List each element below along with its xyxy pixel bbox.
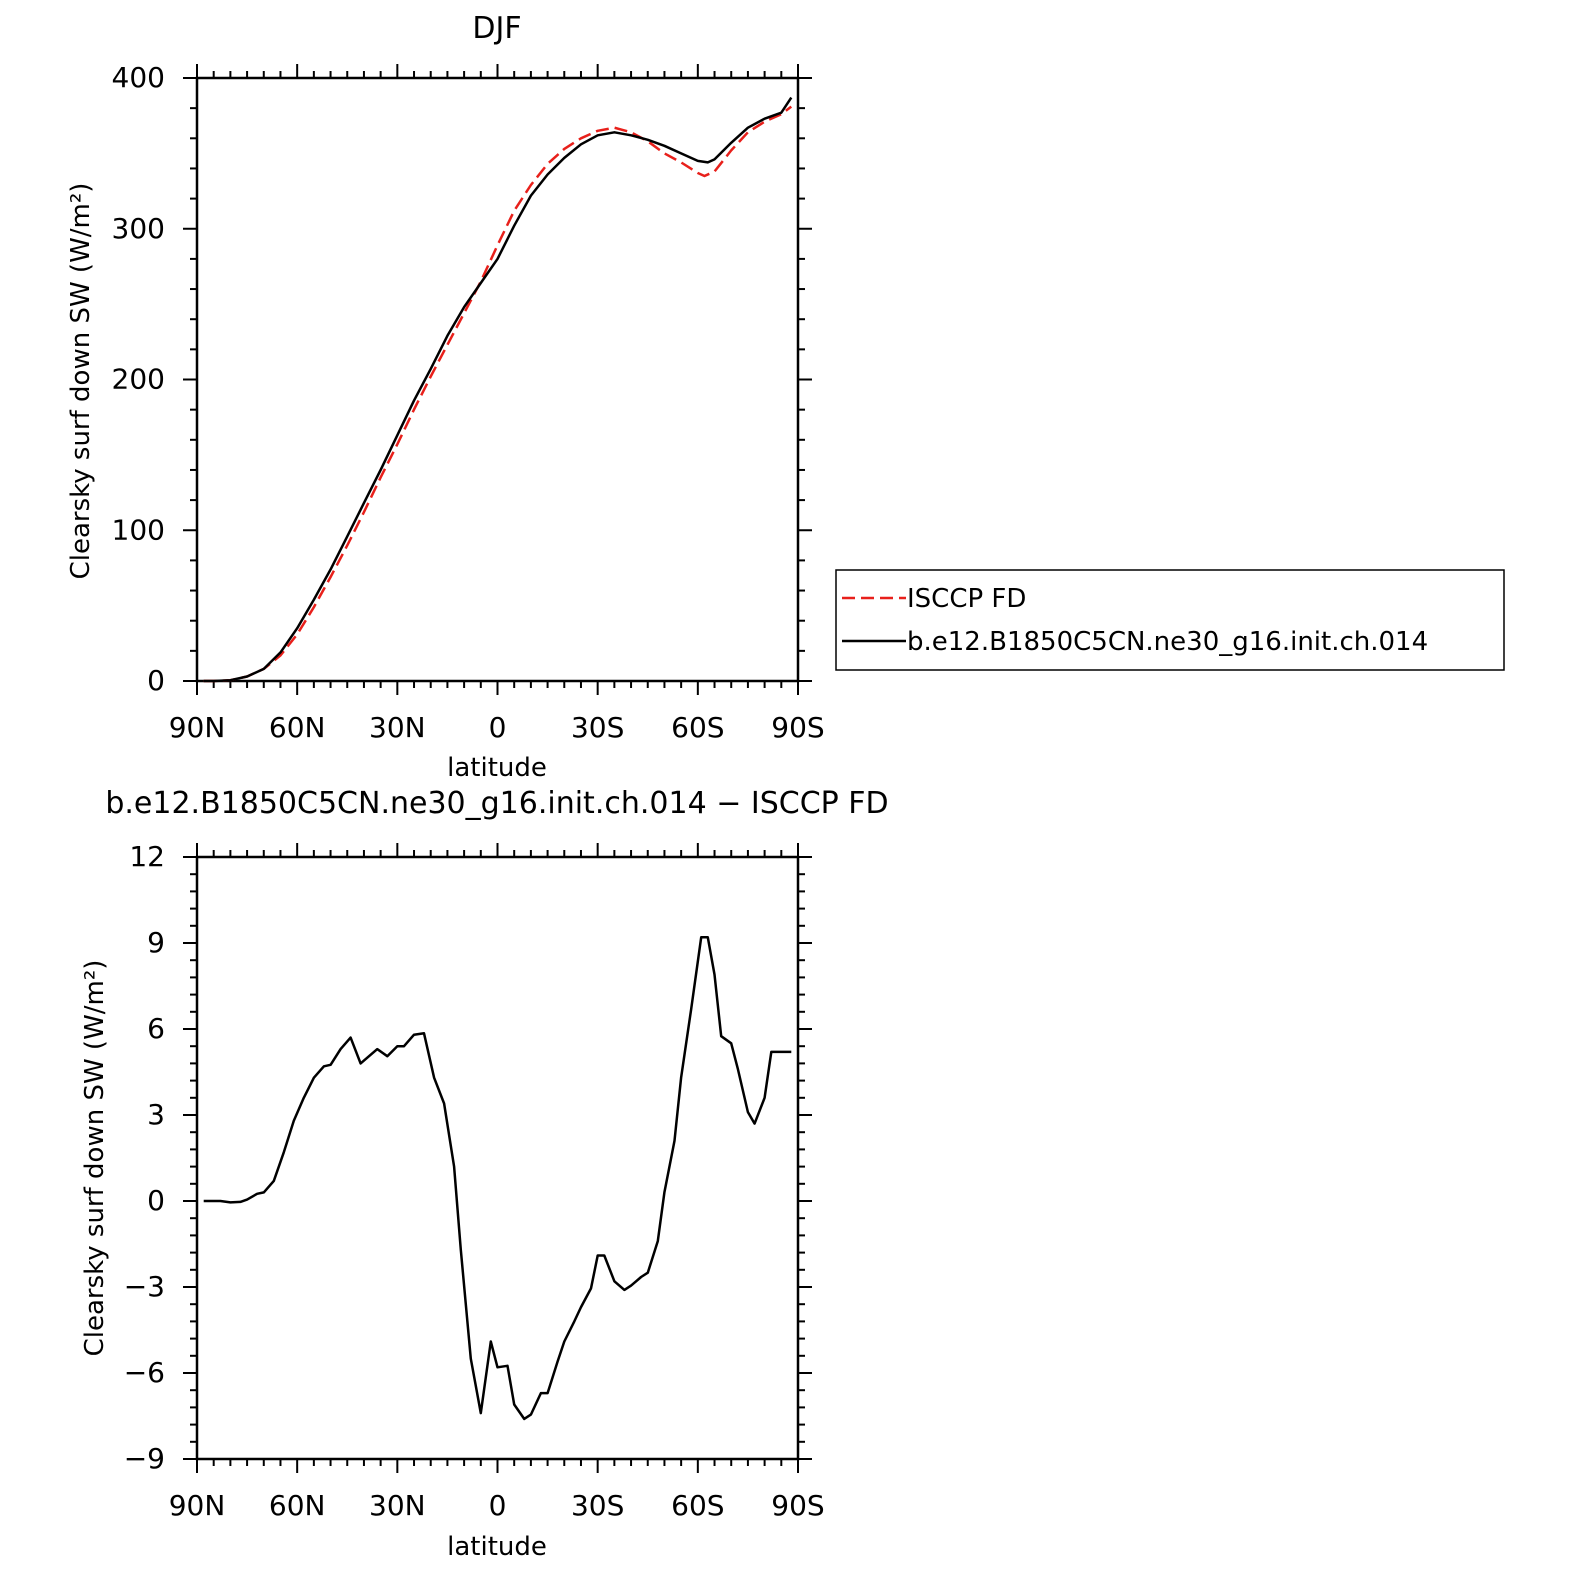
x-tick-label: 0 [489, 1489, 507, 1522]
x-tick-label: 60S [671, 1489, 724, 1522]
y-tick-label: 9 [147, 926, 165, 959]
bottom-ticks [183, 843, 812, 1473]
y-tick-label: 3 [147, 1098, 165, 1131]
top-y-tick-labels: 0 100 200 300 400 [112, 61, 165, 697]
legend-frame [835, 569, 1505, 671]
x-tick-label: 90N [169, 711, 226, 744]
bottom-x-tick-labels: 90N 60N 30N 0 30S 60S 90S [169, 1489, 825, 1522]
bottom-plot-frame [195, 855, 800, 1461]
x-tick-label: 90S [771, 1489, 824, 1522]
top-x-tick-labels: 90N 60N 30N 0 30S 60S 90S [169, 711, 825, 744]
x-tick-label: 90N [169, 1489, 226, 1522]
legend-entry-model: b.e12.B1850C5CN.ne30_g16.init.ch.014 [907, 627, 1428, 657]
x-tick-label: 0 [489, 711, 507, 744]
x-tick-label: 60N [269, 1489, 326, 1522]
top-series-line [203, 105, 793, 683]
x-tick-label: 90S [771, 711, 824, 744]
y-tick-label: 0 [147, 664, 165, 697]
bottom-series-line [203, 936, 792, 1421]
x-tick-label: 30S [571, 1489, 624, 1522]
legend: ISCCP FD b.e12.B1850C5CN.ne30_g16.init.c… [835, 569, 1505, 671]
x-tick-label: 60S [671, 711, 724, 744]
y-tick-label: 12 [129, 840, 165, 873]
y-tick-label: 200 [112, 363, 165, 396]
bottom-y-tick-labels: −9 −6 −3 0 3 6 9 12 [124, 840, 165, 1475]
y-tick-label: 6 [147, 1012, 165, 1045]
x-tick-label: 60N [269, 711, 326, 744]
top-series-lines [203, 96, 793, 683]
bottom-y-axis-label: Clearsky surf down SW (W/m²) [80, 960, 110, 1357]
top-ticks [183, 64, 812, 695]
bottom-panel-title: b.e12.B1850C5CN.ne30_g16.init.ch.014 − I… [105, 786, 888, 821]
y-tick-label: 300 [112, 212, 165, 245]
top-plot-frame [195, 76, 800, 683]
y-tick-label: −3 [124, 1270, 165, 1303]
y-tick-label: 400 [112, 61, 165, 94]
x-tick-label: 30S [571, 711, 624, 744]
top-x-axis-label: latitude [447, 753, 547, 783]
y-tick-label: 100 [112, 513, 165, 546]
y-tick-label: 0 [147, 1184, 165, 1217]
bottom-x-axis-label: latitude [447, 1532, 547, 1562]
top-panel-title: DJF [472, 11, 521, 46]
bottom-series-lines [203, 936, 792, 1421]
legend-entry-isccp: ISCCP FD [907, 584, 1026, 614]
top-y-axis-label: Clearsky surf down SW (W/m²) [66, 183, 96, 580]
y-tick-label: −6 [124, 1356, 165, 1389]
bottom-panel: b.e12.B1850C5CN.ne30_g16.init.ch.014 − I… [80, 786, 889, 1562]
x-tick-label: 30N [369, 1489, 426, 1522]
top-series-line [203, 96, 793, 683]
y-tick-label: −9 [124, 1442, 165, 1475]
x-tick-label: 30N [369, 711, 426, 744]
top-panel: DJF 90N 60N 30N 0 30S 60S 90S 0 100 200 300 400 la… [66, 11, 825, 783]
